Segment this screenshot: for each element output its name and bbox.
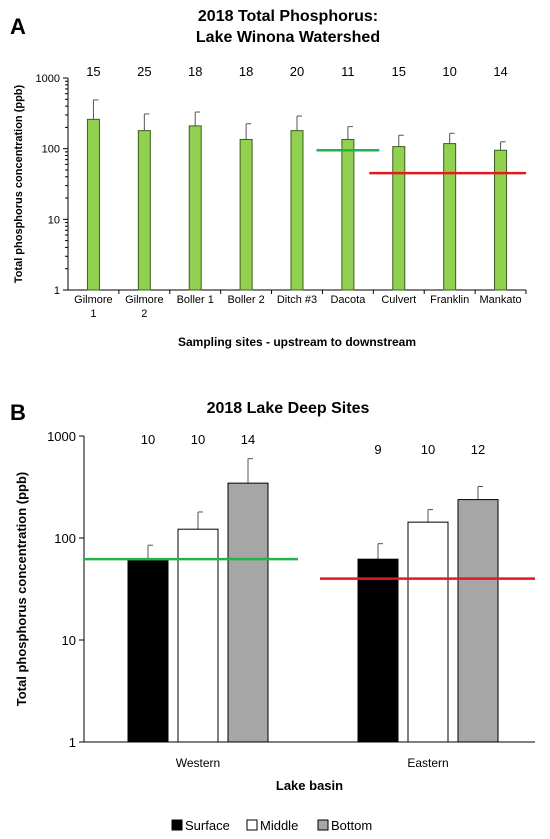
bar-a: [188, 125, 202, 291]
x-tick-label-a: Mankato: [479, 294, 521, 306]
y-tick-label-a: 1: [54, 285, 60, 297]
bar-a: [494, 149, 508, 291]
x-tick-label-a: Dacota: [330, 294, 366, 306]
sample-count-b: 10: [421, 442, 435, 457]
y-tick-label-b: 10: [62, 633, 76, 648]
bar-a: [86, 118, 100, 291]
bar-b-surface: [357, 558, 399, 743]
bar-a: [443, 143, 457, 291]
sample-count-a: 18: [188, 64, 202, 79]
panel-b-letter: B: [10, 400, 26, 425]
bar-a: [137, 130, 151, 291]
sample-count-a: 18: [239, 64, 253, 79]
y-tick-label-a: 100: [42, 144, 60, 156]
bar-b-middle: [177, 528, 219, 743]
sample-count-b: 9: [374, 442, 381, 457]
chart-a: A 2018 Total Phosphorus: Lake Winona Water…: [10, 8, 527, 349]
bar-b-bottom: [227, 482, 269, 743]
bar-b-surface: [127, 560, 169, 743]
panel-b-title: 2018 Lake Deep Sites: [207, 400, 370, 417]
sample-count-a: 15: [86, 64, 100, 79]
y-axis-label-a: Total phosphorus concentration (ppb): [13, 84, 25, 283]
legend-swatch: [317, 819, 329, 831]
x-tick-label-a: Gilmore: [74, 294, 113, 306]
x-tick-label-a: Gilmore: [125, 294, 164, 306]
sample-count-b: 10: [141, 432, 155, 447]
y-tick-label-b: 1000: [47, 429, 76, 444]
y-tick-label-a: 1000: [36, 73, 60, 85]
y-tick-label-a: 10: [48, 214, 60, 226]
sample-count-b: 14: [241, 432, 255, 447]
bar-a: [392, 146, 406, 291]
sample-count-a: 15: [392, 64, 406, 79]
y-axis-label-b: Total phosphorus concentration (ppb): [14, 472, 29, 706]
sample-count-b: 12: [471, 442, 485, 457]
x-tick-label-a: Franklin: [430, 294, 469, 306]
bar-b-middle: [407, 521, 449, 743]
bar-b-bottom: [457, 499, 499, 743]
legend-label: Bottom: [331, 818, 372, 833]
sample-count-a: 14: [493, 64, 507, 79]
y-tick-label-b: 100: [54, 531, 76, 546]
sample-count-a: 11: [341, 64, 355, 79]
panel-a-letter: A: [10, 14, 26, 39]
legend-swatch: [171, 819, 183, 831]
sample-count-a: 20: [290, 64, 304, 79]
sample-count-a: 10: [442, 64, 456, 79]
x-tick-label-a: Culvert: [381, 294, 416, 306]
x-tick-label-a: Boller 2: [227, 294, 264, 306]
x-tick-label-b: Western: [176, 756, 220, 770]
legend-label: Surface: [185, 818, 230, 833]
x-axis-label-b: Lake basin: [276, 778, 343, 793]
sample-count-a: 25: [137, 64, 151, 79]
sample-count-b: 10: [191, 432, 205, 447]
x-axis-label-a: Sampling sites - upstream to downstream: [178, 335, 416, 349]
bar-a: [341, 138, 355, 291]
x-tick-label-a: 2: [141, 308, 147, 320]
chart-b: B 2018 Lake Deep Sites 1 10 100 1000 Total pho…: [10, 400, 535, 833]
bar-a: [290, 130, 304, 291]
x-tick-label-a: 1: [90, 308, 96, 320]
panel-a-title-line: Lake Winona Watershed: [196, 29, 380, 46]
x-tick-label-a: Ditch #3: [277, 294, 317, 306]
y-tick-label-b: 1: [69, 735, 76, 750]
x-tick-label-a: Boller 1: [177, 294, 214, 306]
bar-a: [239, 138, 253, 291]
legend-label: Middle: [260, 818, 298, 833]
x-tick-label-b: Eastern: [407, 756, 448, 770]
legend-swatch: [246, 819, 258, 831]
panel-a-title-line: 2018 Total Phosphorus:: [198, 8, 378, 25]
